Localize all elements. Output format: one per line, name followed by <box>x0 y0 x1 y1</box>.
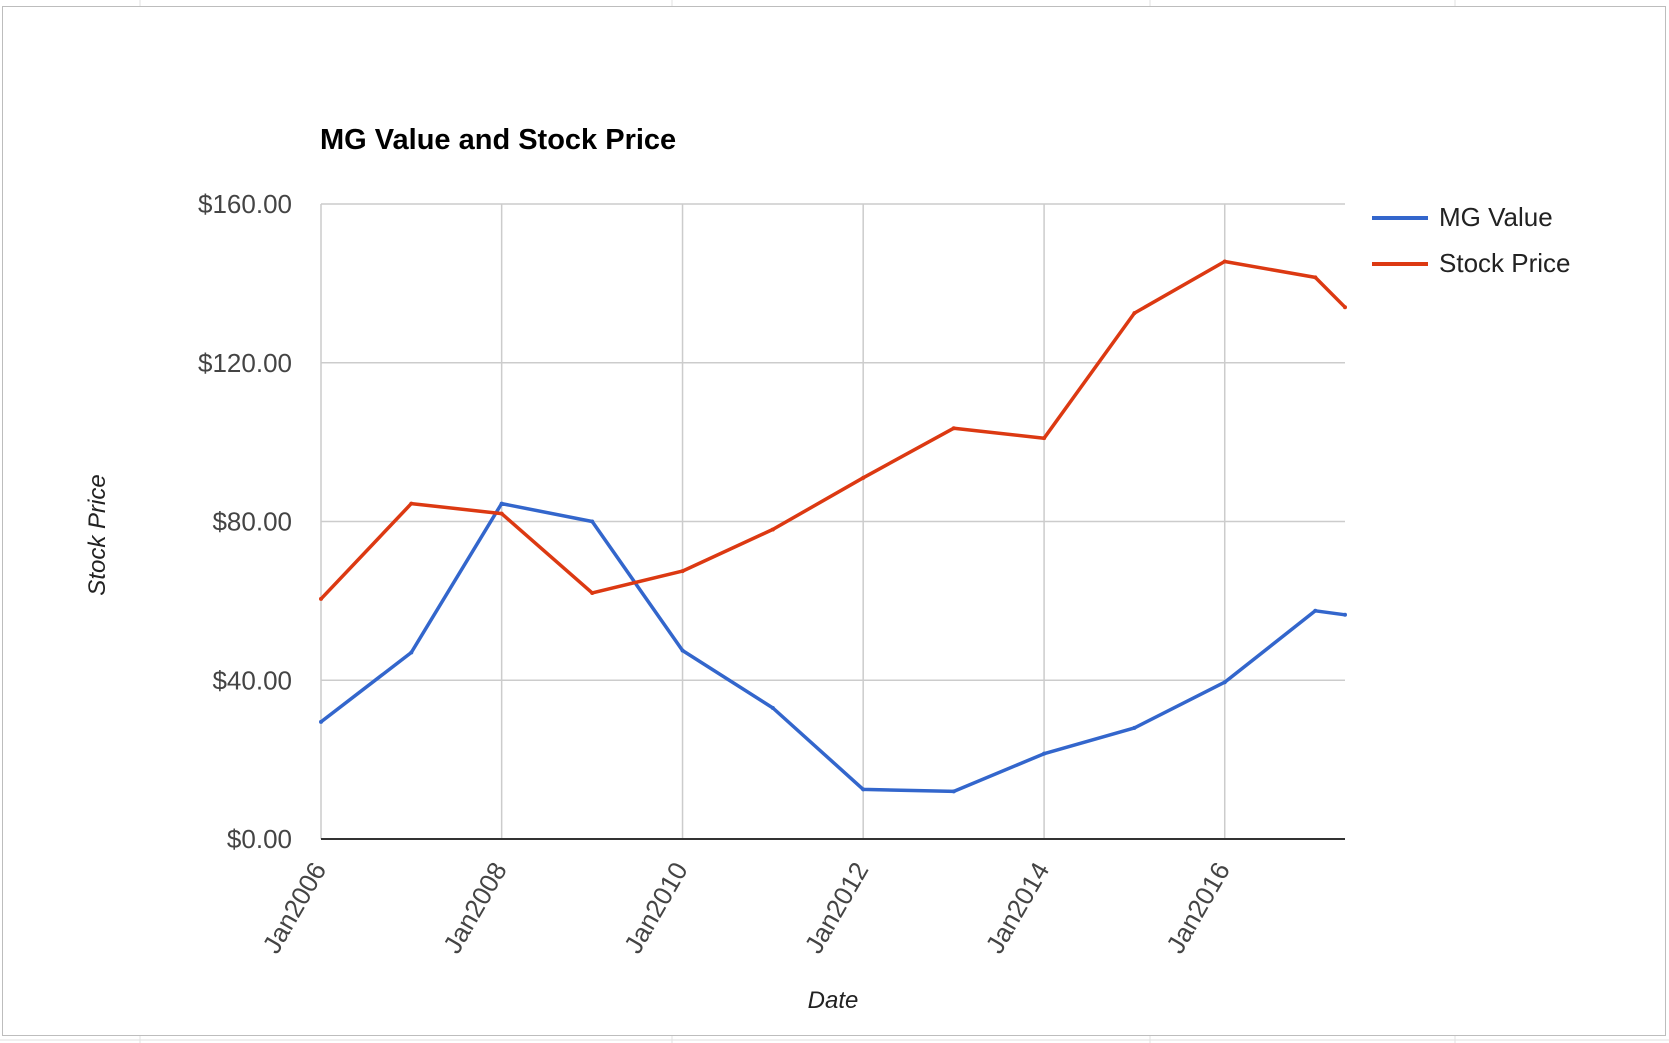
data-point-stock-price <box>1222 259 1227 264</box>
x-tick-label: Jan2014 <box>979 857 1055 958</box>
chart-title: MG Value and Stock Price <box>320 124 677 156</box>
data-point-stock-price <box>770 527 775 532</box>
data-point-stock-price <box>1132 311 1137 316</box>
data-point-mg-value <box>680 648 685 653</box>
data-point-mg-value <box>409 650 414 655</box>
x-tick-label: Jan2012 <box>799 857 875 958</box>
data-point-mg-value <box>1313 608 1318 613</box>
y-tick-label: $120.00 <box>198 348 292 378</box>
data-point-mg-value <box>590 519 595 524</box>
x-tick-label: Jan2010 <box>618 857 694 958</box>
data-point-stock-price <box>1042 436 1047 441</box>
data-point-mg-value <box>1042 751 1047 756</box>
data-point-mg-value <box>319 719 323 724</box>
data-point-mg-value <box>951 789 956 794</box>
x-tick-label: Jan2008 <box>437 857 513 958</box>
legend-swatch-stock-price <box>1372 262 1428 266</box>
data-point-mg-value <box>861 787 866 792</box>
data-point-mg-value <box>770 706 775 711</box>
x-axis-title: Date <box>807 987 859 1014</box>
data-point-stock-price <box>409 501 414 506</box>
data-point-stock-price <box>951 426 956 431</box>
x-tick-label: Jan2016 <box>1160 857 1236 958</box>
data-point-stock-price <box>1313 275 1318 280</box>
y-tick-label: $0.00 <box>227 824 292 854</box>
legend-label-stock-price: Stock Price <box>1439 248 1571 278</box>
y-tick-label: $160.00 <box>198 189 292 219</box>
data-point-mg-value <box>1222 680 1227 685</box>
data-point-stock-price <box>861 475 866 480</box>
data-point-stock-price <box>1343 305 1347 310</box>
legend-swatch-mg-value <box>1372 216 1428 220</box>
data-point-stock-price <box>680 569 685 574</box>
data-point-mg-value <box>1132 725 1137 730</box>
x-tick-label: Jan2006 <box>256 857 332 958</box>
data-point-stock-price <box>319 596 323 601</box>
data-point-mg-value <box>499 501 504 506</box>
data-point-mg-value <box>1343 612 1347 617</box>
series-line-mg-value <box>319 501 1346 794</box>
y-tick-label: $40.00 <box>212 665 292 695</box>
y-tick-label: $80.00 <box>212 507 292 537</box>
data-point-stock-price <box>590 590 595 595</box>
legend-label-mg-value: MG Value <box>1439 202 1553 232</box>
data-point-stock-price <box>499 511 504 516</box>
